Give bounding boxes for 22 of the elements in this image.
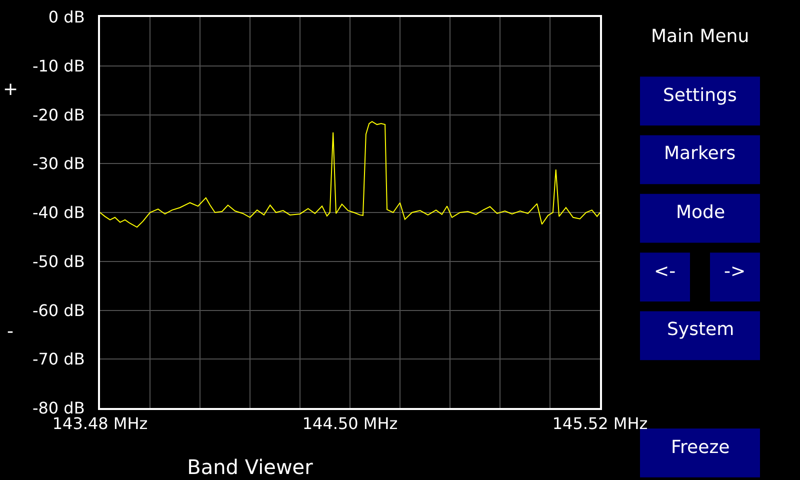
y-tick-label: -10 dB (32, 56, 85, 76)
text: Freeze (671, 437, 730, 458)
text: <- (654, 261, 676, 282)
text: Markers (664, 143, 736, 164)
y-tick-label: -40 dB (32, 203, 85, 222)
y-tick-label: -50 dB (32, 252, 85, 271)
text: - (7, 321, 14, 342)
text: System (667, 319, 734, 340)
y-tick-label: -30 dB (32, 154, 85, 174)
text: Band Viewer (187, 455, 314, 479)
x-tick-label: 145.52 MHz (552, 414, 648, 434)
y-tick-label: 0 dB (48, 8, 85, 27)
text: -> (724, 261, 746, 282)
text: Main Menu (651, 26, 750, 47)
x-tick-label: 144.50 MHz (302, 414, 398, 434)
text: Settings (663, 85, 737, 106)
y-tick-label: -70 dB (32, 350, 85, 369)
y-tick-label: -60 dB (32, 300, 85, 320)
text: + (3, 79, 18, 100)
line-series (100, 121, 600, 228)
y-tick-label: -20 dB (32, 105, 85, 124)
text: Mode (676, 202, 726, 223)
